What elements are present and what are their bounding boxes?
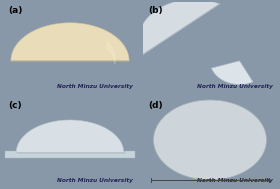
Polygon shape [13, 24, 131, 62]
Polygon shape [16, 120, 124, 153]
Text: (c): (c) [8, 101, 22, 110]
Text: (a): (a) [8, 6, 23, 15]
Text: North Minzu University: North Minzu University [197, 84, 273, 89]
Polygon shape [18, 121, 125, 154]
Polygon shape [153, 100, 267, 180]
Text: North Minzu University: North Minzu University [57, 178, 133, 184]
Polygon shape [6, 151, 134, 158]
Text: (d): (d) [148, 101, 163, 110]
Polygon shape [11, 23, 129, 61]
Polygon shape [137, 0, 220, 56]
Polygon shape [211, 61, 253, 84]
Text: North Minzu University: North Minzu University [57, 84, 133, 89]
Polygon shape [156, 101, 269, 181]
Text: (b): (b) [148, 6, 163, 15]
Text: North Minzu University: North Minzu University [197, 178, 273, 184]
